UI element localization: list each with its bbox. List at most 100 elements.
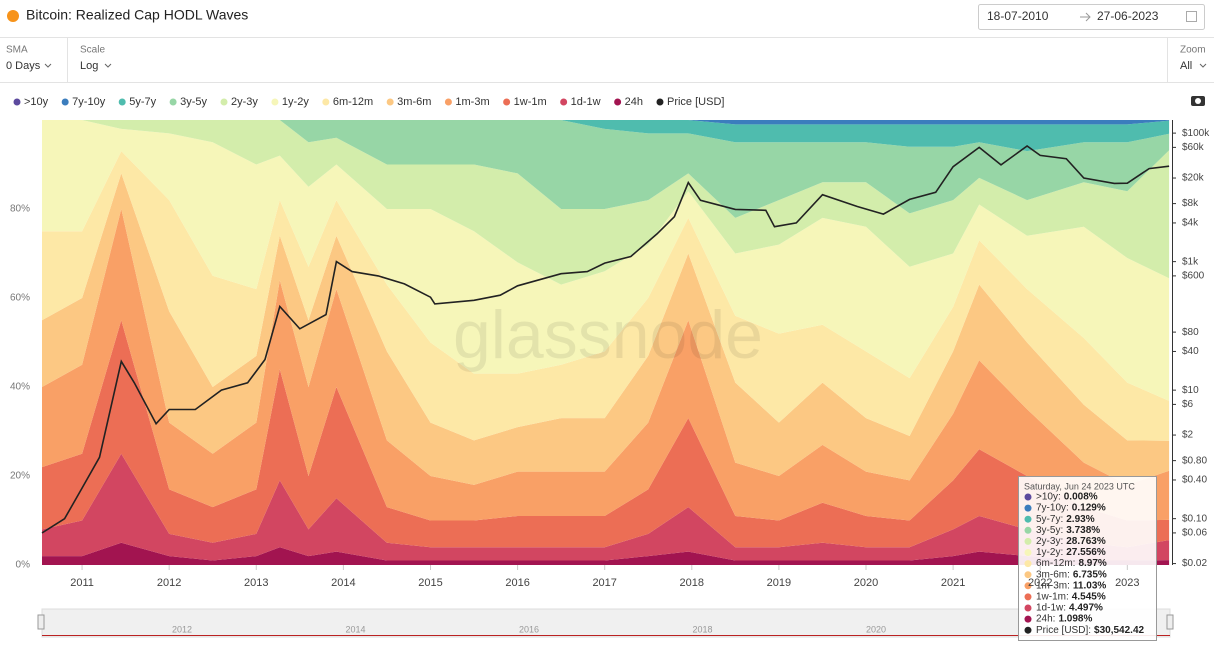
y2-tick-label: $600 bbox=[1182, 271, 1205, 282]
tooltip-value: 3.738% bbox=[1066, 525, 1100, 536]
legend-label[interactable]: 7y-10y bbox=[72, 96, 106, 108]
legend-label[interactable]: 2y-3y bbox=[231, 96, 258, 108]
caret bbox=[44, 63, 52, 68]
y-tick-label: 80% bbox=[10, 204, 30, 215]
tooltip-label: 6m-12m: bbox=[1036, 558, 1075, 569]
date-to[interactable]: 27-06-2023 bbox=[1097, 9, 1159, 23]
legend-swatch bbox=[118, 98, 126, 106]
legend-swatch bbox=[220, 98, 228, 106]
y2-tick-label: $20k bbox=[1182, 173, 1205, 184]
scale-value[interactable]: Log bbox=[80, 60, 98, 72]
wave-area bbox=[42, 120, 1170, 125]
tooltip-label: 1w-1m: bbox=[1036, 592, 1069, 603]
tooltip-label: 1m-3m: bbox=[1036, 580, 1070, 591]
x-tick-label: 2012 bbox=[157, 577, 181, 589]
legend-swatch bbox=[61, 98, 69, 106]
x-tick-label: 2021 bbox=[941, 577, 965, 589]
tooltip-label: 1y-2y: bbox=[1036, 547, 1063, 558]
y2-tick-label: $2 bbox=[1182, 430, 1194, 441]
x-tick-label: 2015 bbox=[418, 577, 442, 589]
scale-label: Scale bbox=[80, 45, 105, 56]
legend-swatch bbox=[503, 98, 511, 106]
wave-area bbox=[42, 120, 1170, 401]
tooltip-value: 1.098% bbox=[1058, 614, 1092, 625]
y2-tick-label: $6 bbox=[1182, 399, 1194, 410]
legend-label[interactable]: 1y-2y bbox=[282, 96, 309, 108]
y-tick-label: 60% bbox=[10, 293, 30, 304]
x-tick-label: 2013 bbox=[244, 577, 268, 589]
date-range[interactable] bbox=[978, 4, 1205, 30]
wave-area bbox=[42, 453, 1170, 561]
navigator-label: 2012 bbox=[172, 624, 192, 634]
y-tick-label: 40% bbox=[10, 382, 30, 393]
legend-label[interactable]: 24h bbox=[625, 96, 643, 108]
tooltip-swatch bbox=[1024, 604, 1032, 612]
x-tick-label: 2020 bbox=[854, 577, 878, 589]
tooltip-value: 6.735% bbox=[1073, 569, 1107, 580]
tooltip-label: Price [USD]: bbox=[1036, 625, 1091, 636]
date-from[interactable]: 18-07-2010 bbox=[987, 9, 1049, 23]
legend-swatch bbox=[444, 98, 452, 106]
tooltip-label: 5y-7y: bbox=[1036, 514, 1063, 525]
zoom-label: Zoom bbox=[1180, 45, 1206, 56]
wave-area bbox=[42, 120, 1170, 285]
x-tick-label: 2011 bbox=[70, 577, 94, 589]
tooltip-value: 28.763% bbox=[1066, 536, 1106, 547]
x-tick-label: 2014 bbox=[331, 577, 355, 589]
y2-tick-label: $100k bbox=[1182, 128, 1210, 139]
tooltip-label: 3m-6m: bbox=[1036, 569, 1070, 580]
y2-tick-label: $40 bbox=[1182, 346, 1199, 357]
tooltip-label: >10y: bbox=[1036, 492, 1061, 503]
y2-tick-label: $80 bbox=[1182, 327, 1199, 338]
tooltip-swatch bbox=[1024, 582, 1032, 590]
y2-tick-label: $8k bbox=[1182, 198, 1199, 209]
navigator-label: 2020 bbox=[866, 624, 886, 634]
tooltip-value: 8.97% bbox=[1078, 558, 1106, 569]
legend-label[interactable]: 6m-12m bbox=[333, 96, 373, 108]
legend-label[interactable]: Price [USD] bbox=[667, 96, 724, 108]
sma-value[interactable]: 0 Days bbox=[6, 60, 41, 72]
y2-tick-label: $1k bbox=[1182, 256, 1199, 267]
legend-swatch bbox=[13, 98, 21, 106]
tooltip-swatch bbox=[1024, 504, 1032, 512]
navigator-label: 2014 bbox=[346, 624, 366, 634]
legend-swatch bbox=[386, 98, 394, 106]
y-tick-label: 0% bbox=[16, 560, 31, 571]
y2-tick-label: $10 bbox=[1182, 385, 1199, 396]
tooltip-value: 4.497% bbox=[1069, 603, 1103, 614]
y2-tick-label: $60k bbox=[1182, 142, 1205, 153]
y-tick-label: 20% bbox=[10, 471, 30, 482]
legend-label[interactable]: 5y-7y bbox=[129, 96, 156, 108]
tooltip-value: $30,542.42 bbox=[1094, 625, 1144, 636]
legend-swatch bbox=[271, 98, 279, 106]
navigator-handle[interactable] bbox=[37, 614, 45, 630]
x-tick-label: 2022 bbox=[1028, 577, 1052, 589]
legend-label[interactable]: 1m-3m bbox=[455, 96, 489, 108]
legend-label[interactable]: 3m-6m bbox=[397, 96, 431, 108]
legend-swatch bbox=[560, 98, 568, 106]
wave-area bbox=[42, 120, 1170, 218]
navigator-label: 2016 bbox=[519, 624, 539, 634]
y2-tick-label: $0.06 bbox=[1182, 528, 1207, 539]
y2-tick-label: $4k bbox=[1182, 218, 1199, 229]
tooltip-swatch bbox=[1024, 537, 1032, 545]
tooltip-swatch bbox=[1024, 615, 1032, 623]
tooltip-swatch bbox=[1024, 593, 1032, 601]
legend-label[interactable]: 1w-1m bbox=[514, 96, 547, 108]
y2-tick-label: $0.80 bbox=[1182, 455, 1207, 466]
zoom-value[interactable]: All bbox=[1180, 60, 1192, 72]
navigator[interactable] bbox=[41, 608, 1171, 638]
legend-label[interactable]: 1d-1w bbox=[571, 96, 601, 108]
legend-label[interactable]: >10y bbox=[24, 96, 49, 108]
legend-swatch bbox=[656, 98, 664, 106]
legend-label[interactable]: 3y-5y bbox=[180, 96, 207, 108]
tooltip: Saturday, Jun 24 2023 UTC >10y: 0.008%7y-… bbox=[1018, 476, 1157, 641]
navigator-label: 2018 bbox=[693, 624, 713, 634]
btc-icon bbox=[7, 10, 19, 22]
calendar-icon[interactable] bbox=[1186, 11, 1197, 22]
y2-tick-label: $0.10 bbox=[1182, 513, 1207, 524]
navigator-handle[interactable] bbox=[1166, 614, 1174, 630]
x-tick-label: 2016 bbox=[505, 577, 529, 589]
chart-title: Bitcoin: Realized Cap HODL Waves bbox=[26, 7, 248, 23]
